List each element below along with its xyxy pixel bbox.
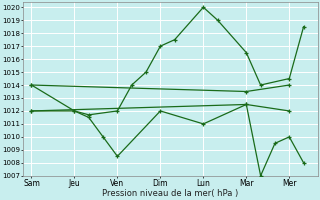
X-axis label: Pression niveau de la mer( hPa ): Pression niveau de la mer( hPa ) (102, 189, 238, 198)
